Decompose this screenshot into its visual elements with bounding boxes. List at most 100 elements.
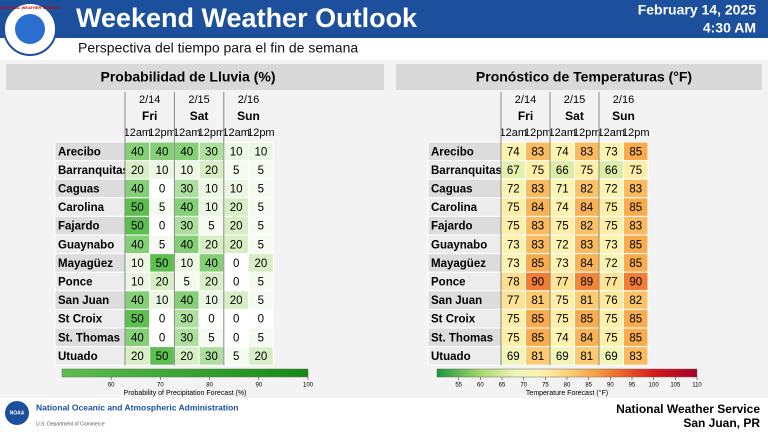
value-text: 10 bbox=[156, 165, 169, 177]
value-text: 77 bbox=[507, 295, 520, 307]
value-text: 75 bbox=[605, 332, 618, 344]
colorbar-tick-label: 90 bbox=[255, 383, 262, 389]
day-date: 2/14 bbox=[139, 94, 160, 106]
location: San Juan, PR bbox=[683, 416, 760, 430]
time-label: 12am bbox=[222, 127, 250, 139]
time-label: 12pm bbox=[148, 127, 176, 139]
value-text: 0 bbox=[233, 277, 239, 289]
day-name: Fri bbox=[142, 109, 157, 123]
value-text: 71 bbox=[556, 184, 569, 196]
value-text: 10 bbox=[131, 258, 144, 270]
value-text: 74 bbox=[556, 146, 569, 158]
time-label: 12pm bbox=[198, 127, 226, 139]
value-text: 85 bbox=[629, 239, 642, 251]
value-text: 40 bbox=[156, 146, 169, 158]
value-text: 83 bbox=[580, 146, 593, 158]
day-name: Fri bbox=[518, 109, 533, 123]
time-label: 12am bbox=[548, 127, 576, 139]
logo-text: NOAA bbox=[10, 410, 25, 416]
value-text: 10 bbox=[131, 277, 144, 289]
value-text: 72 bbox=[507, 184, 520, 196]
value-text: 75 bbox=[556, 314, 569, 326]
colorbar-label: Temperature Forecast (°F) bbox=[526, 389, 608, 397]
value-text: 83 bbox=[580, 239, 593, 251]
value-text: 40 bbox=[131, 146, 144, 158]
location-name: Caguas bbox=[431, 184, 473, 196]
colorbar-tick-label: 70 bbox=[157, 383, 164, 389]
colorbar-tick-label: 60 bbox=[108, 383, 115, 389]
value-text: 75 bbox=[605, 314, 618, 326]
value-text: 69 bbox=[507, 351, 520, 363]
value-text: 30 bbox=[180, 314, 193, 326]
value-text: 75 bbox=[507, 314, 520, 326]
value-text: 66 bbox=[605, 165, 618, 177]
value-text: 73 bbox=[556, 258, 569, 270]
day-date: 2/14 bbox=[515, 94, 536, 106]
value-text: 10 bbox=[230, 146, 243, 158]
value-text: 66 bbox=[556, 165, 569, 177]
value-text: 84 bbox=[580, 202, 593, 214]
value-text: 10 bbox=[156, 295, 169, 307]
value-text: 5 bbox=[208, 221, 214, 233]
value-text: 75 bbox=[507, 202, 520, 214]
value-text: 20 bbox=[230, 239, 243, 251]
value-text: 73 bbox=[605, 239, 618, 251]
value-text: 0 bbox=[233, 332, 239, 344]
value-text: 0 bbox=[159, 314, 165, 326]
panel-title-bar bbox=[396, 64, 762, 90]
value-text: 20 bbox=[254, 258, 267, 270]
location-name: Fajardo bbox=[431, 221, 473, 233]
office: National Weather Service bbox=[616, 402, 760, 416]
location-name: Utuado bbox=[431, 351, 471, 363]
value-text: 83 bbox=[629, 184, 642, 196]
value-text: 75 bbox=[580, 165, 593, 177]
value-text: 72 bbox=[605, 258, 618, 270]
value-text: 40 bbox=[180, 239, 193, 251]
value-text: 75 bbox=[507, 221, 520, 233]
value-text: 30 bbox=[205, 351, 218, 363]
colorbar-tick-label: 70 bbox=[520, 383, 527, 389]
value-text: 40 bbox=[180, 146, 193, 158]
colorbar-tick-label: 85 bbox=[585, 383, 592, 389]
value-text: 81 bbox=[580, 351, 593, 363]
value-text: 75 bbox=[556, 295, 569, 307]
day-date: 2/16 bbox=[238, 94, 259, 106]
value-text: 74 bbox=[556, 202, 569, 214]
value-text: 5 bbox=[258, 184, 264, 196]
value-text: 81 bbox=[580, 295, 593, 307]
colorbar-tick-label: 75 bbox=[542, 383, 549, 389]
logo-text: NATIONAL WEATHER SERVICE bbox=[0, 5, 60, 10]
value-text: 5 bbox=[258, 165, 264, 177]
value-text: 50 bbox=[131, 314, 144, 326]
value-text: 83 bbox=[629, 221, 642, 233]
value-text: 5 bbox=[258, 202, 264, 214]
colorbar-tick-label: 100 bbox=[649, 383, 660, 389]
time-label: 12am bbox=[124, 127, 152, 139]
day-name: Sat bbox=[565, 109, 584, 123]
value-text: 75 bbox=[556, 221, 569, 233]
value-text: 50 bbox=[131, 202, 144, 214]
value-text: 0 bbox=[233, 258, 239, 270]
value-text: 90 bbox=[629, 277, 642, 289]
value-text: 85 bbox=[531, 332, 544, 344]
value-text: 30 bbox=[180, 332, 193, 344]
value-text: 10 bbox=[205, 202, 218, 214]
value-text: 83 bbox=[531, 184, 544, 196]
value-text: 40 bbox=[205, 258, 218, 270]
value-text: 75 bbox=[531, 165, 544, 177]
location-name: Guaynabo bbox=[431, 239, 487, 251]
value-text: 74 bbox=[556, 332, 569, 344]
value-text: 76 bbox=[605, 295, 618, 307]
location-name: Caguas bbox=[58, 184, 100, 196]
value-text: 20 bbox=[205, 277, 218, 289]
value-text: 84 bbox=[580, 332, 593, 344]
time-label: 12am bbox=[597, 127, 625, 139]
value-text: 5 bbox=[208, 332, 214, 344]
value-text: 85 bbox=[629, 314, 642, 326]
day-name: Sun bbox=[612, 109, 635, 123]
value-text: 85 bbox=[629, 332, 642, 344]
colorbar-tick-label: 100 bbox=[303, 383, 314, 389]
panel-title-bar bbox=[6, 64, 384, 90]
location-name: Arecibo bbox=[58, 146, 101, 158]
